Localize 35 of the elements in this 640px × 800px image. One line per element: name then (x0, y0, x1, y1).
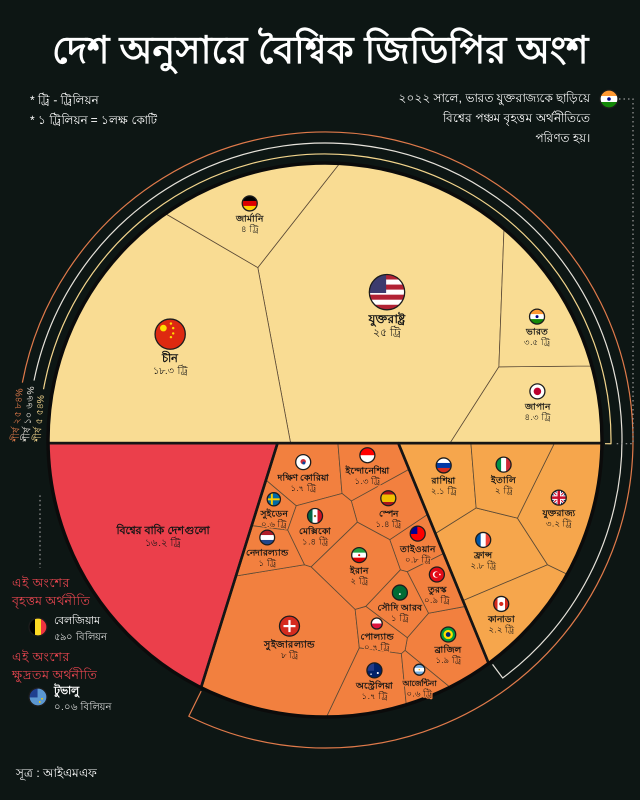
cell-label: স্পেন ১.৪ ট্রি (375, 508, 402, 529)
note: ০.০৬ বিলিয়ন (54, 702, 112, 713)
note: ৫৯০ বিলিয়ন (54, 632, 107, 643)
cell-label: অস্ট্রেলিয়া ১.৭ ট্রি (356, 680, 393, 702)
note: বেলজিয়াম (54, 615, 100, 627)
source: সূত্র : আইএমএফ (16, 766, 98, 780)
cell-label: ইতালি ২ ট্রি (491, 474, 516, 496)
note: * ১ ট্রিলিয়ন = ১লক্ষ কোটি (30, 113, 158, 127)
cell-label: তাইওয়ান ০.৮ ট্রি (400, 544, 436, 564)
note: টুভালু (54, 685, 79, 697)
cell-label: ব্রাজিল ১.৯ ট্রি (434, 644, 462, 666)
cell-label: সুইডেন ০.৬ ট্রি (260, 508, 288, 530)
cell-label: জাপান ৪.৩ ট্রি (524, 402, 550, 422)
ring-label: শীর্ষ ৫ ৫৪% (32, 394, 48, 442)
cell-label: তুরস্ক ০.৯ ট্রি (424, 584, 450, 606)
cell-label: ফ্রান্স ২.৮ ট্রি (470, 550, 496, 571)
note: * ট্রি - ট্রিলিয়ন (30, 93, 99, 107)
cell-label: যুক্তরাষ্ট্র ২৫ ট্রি (368, 312, 406, 340)
cell-label: সুইজারল্যান্ড ৮ ট্রি (264, 639, 315, 660)
text: এই অংশের ক্ষুদ্রতম অর্থনীতি (12, 648, 98, 683)
text: এই অংশের বৃহত্তম অর্থনীতি (12, 574, 90, 610)
cell-label: জার্মানি ৪ ট্রি (236, 214, 264, 234)
cell-label: ইরান ২ ট্রি (350, 565, 368, 586)
cell-label: চীন ১৮.৩ ট্রি (152, 352, 188, 378)
cell-label: নেদারল্যান্ড ১ ট্রি (246, 548, 288, 568)
cell-label: দক্ষিণ কোরিয়া ১.৭ ট্রি (277, 472, 329, 493)
cell-label: কানাডা ২.২ ট্রি (488, 614, 515, 635)
cell-label: রাশিয়া ২.১ ট্রি (430, 476, 457, 496)
text: ২০২২ সালে, ভারত যুক্তরাজ্যকে ছাড়িয়ে বিশ্বের পঞ্চম বৃহত্তম অর্থনীতিতে পরিণত হয়। (397, 90, 590, 147)
cell-label: বিশ্বের বাকি দেশগুলো ১৬.২ ট্রি (116, 525, 210, 550)
cell-label: মেক্সিকো ১.৪ ট্রি (299, 526, 332, 547)
cell-label: সৌদি আরব ১ ট্রি (378, 602, 422, 624)
cell-label: ভারত ৩.৫ ট্রি (524, 326, 550, 348)
cell-label: যুক্তরাজ্য ৩.২ ট্রি (542, 508, 576, 528)
cell-label: ইন্দোনেশিয়া ১.৩ ট্রি (345, 465, 390, 486)
